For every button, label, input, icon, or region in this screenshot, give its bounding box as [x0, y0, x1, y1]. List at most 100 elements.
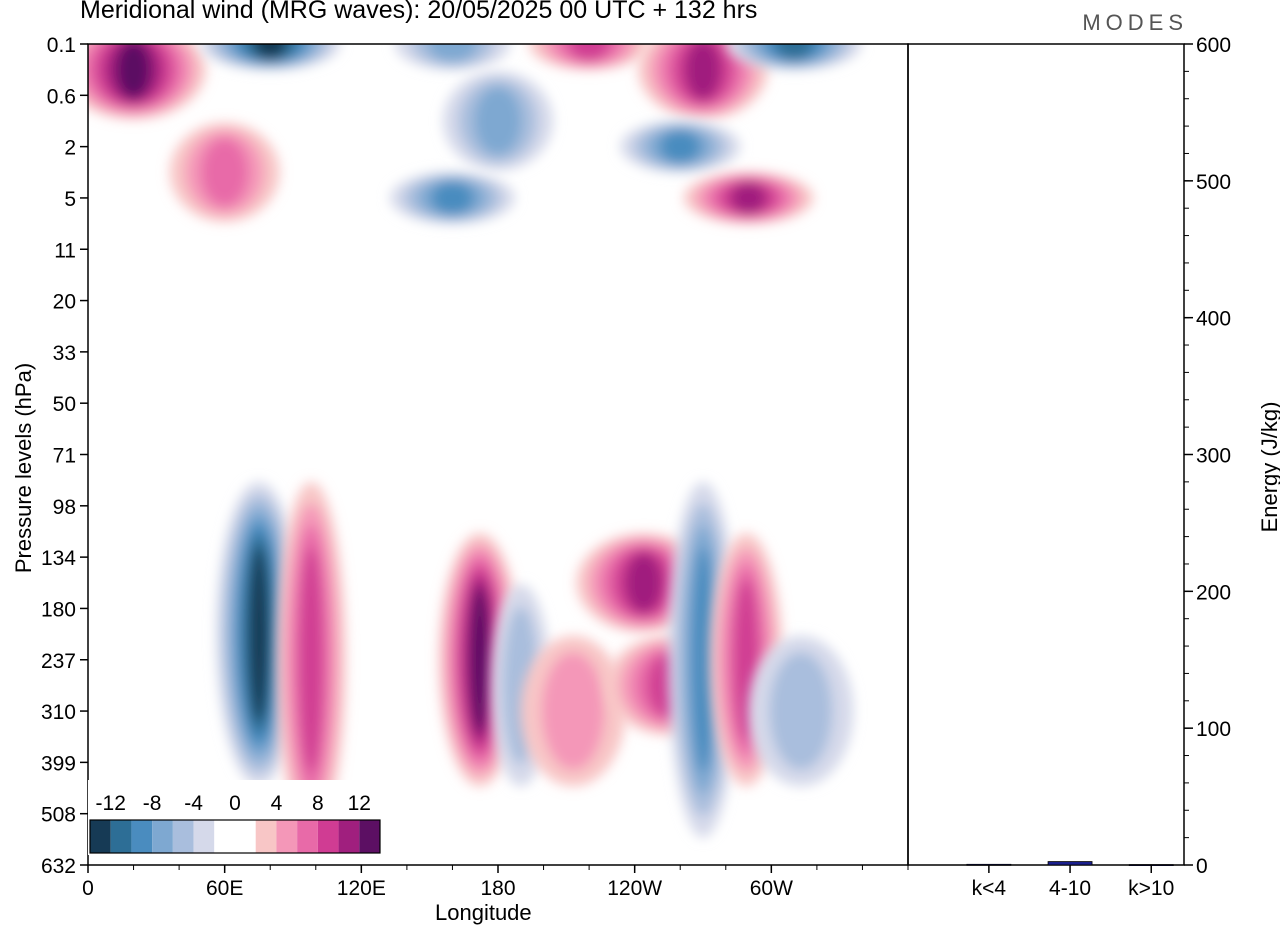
- contour-band: [691, 547, 715, 773]
- wind-anomaly: [734, 0, 854, 19]
- colorbar-swatch: [276, 820, 298, 853]
- contour-band: [431, 181, 474, 215]
- colorbar-swatch: [317, 820, 339, 853]
- colorbar-swatch: [131, 820, 153, 853]
- colorbar-swatch: [152, 820, 173, 853]
- y-tick-label: 0.6: [47, 85, 76, 108]
- y-tick-label: 2: [64, 137, 76, 160]
- y-tick-label: 5: [64, 188, 76, 211]
- y-tick-label: 508: [41, 804, 76, 827]
- energy-tick-label: 600: [1196, 34, 1231, 57]
- contour-band: [774, 0, 814, 9]
- contour-band: [747, 0, 840, 16]
- wind-anomaly: [726, 44, 862, 70]
- modes-logo: MODES: [1082, 10, 1188, 35]
- colorbar-label: 0: [229, 792, 241, 815]
- wind-anomaly: [389, 171, 515, 224]
- contour-band: [734, 0, 854, 19]
- contour-band: [427, 44, 478, 62]
- y-tick-label: 134: [41, 547, 76, 570]
- energy-tick-label: 0: [1196, 855, 1208, 878]
- y-tick-label: 310: [41, 701, 76, 724]
- colorbar-frame: [89, 819, 381, 854]
- wind-anomaly: [438, 533, 521, 787]
- y-tick-label: 237: [41, 650, 76, 673]
- contour-band: [775, 44, 813, 60]
- colorbar-swatch: [172, 820, 194, 853]
- energy-tick-label: 200: [1196, 581, 1231, 604]
- wind-anomaly: [200, 44, 341, 70]
- pressure-axis: 0.1 0.6 2 5 11 20 33 50 71 98 134 180 237 310 399 508 63…: [41, 34, 88, 878]
- y-tick-label: 50: [53, 393, 76, 416]
- energy-bars: k<4 4-10 k>10: [966, 861, 1174, 900]
- contour-band: [730, 182, 767, 214]
- y-tick-label: 20: [53, 291, 76, 314]
- wind-anomaly: [169, 122, 280, 222]
- colorbar-swatch: [255, 820, 277, 853]
- contour-band: [569, 44, 610, 61]
- colorbar-swatch: [338, 820, 360, 853]
- contour-band: [299, 547, 323, 773]
- wind-anomaly: [276, 481, 347, 838]
- colorbar-swatch: [214, 820, 235, 853]
- wind-anomaly: [520, 635, 626, 787]
- y-tick-label: 71: [53, 445, 76, 468]
- y-tick-label: 11: [54, 239, 76, 262]
- colorbar-swatch: [193, 820, 215, 853]
- longitude-axis: 0 60E 120E 180 120W 60W: [82, 865, 909, 900]
- energy-axis-label: Energy (J/kg): [1257, 401, 1280, 533]
- contour-band: [116, 44, 151, 99]
- colorbar-swatch: [90, 820, 111, 853]
- colorbar-swatch: [297, 820, 318, 853]
- y-tick-label: 33: [53, 342, 76, 365]
- x-tick-label: 120W: [607, 877, 662, 900]
- energy-category-label: k<4: [972, 877, 1007, 900]
- chart-title: Meridional wind (MRG waves): 20/05/2025 …: [80, 0, 758, 24]
- contour-band: [201, 138, 249, 207]
- energy-category-label: 4-10: [1049, 877, 1091, 900]
- colorbar-swatch: [235, 820, 256, 853]
- energy-category-label: k>10: [1128, 877, 1174, 900]
- contour-band: [470, 586, 490, 733]
- contour-band: [541, 652, 605, 770]
- wind-field: [88, 0, 862, 838]
- wind-anomaly: [443, 71, 553, 171]
- colorbar-label: 12: [348, 792, 371, 815]
- contour-band: [769, 652, 833, 770]
- wind-anomaly: [88, 44, 207, 120]
- x-tick-label: 180: [480, 877, 515, 900]
- colorbar-label: 8: [312, 792, 324, 815]
- y-tick-label: 632: [41, 855, 76, 878]
- colorbar-swatch: [359, 820, 380, 853]
- colorbar-label: 4: [271, 792, 283, 815]
- colorbar: -12 -8 -4 0 4 8 12: [88, 780, 384, 855]
- wind-anomaly: [620, 120, 741, 173]
- energy-tick-label: 400: [1196, 308, 1231, 331]
- contour-band: [625, 552, 663, 613]
- wind-anomaly: [638, 44, 768, 120]
- wind-anomaly: [683, 171, 814, 224]
- colorbar-label: -8: [143, 792, 162, 815]
- y-tick-label: 0.1: [47, 34, 76, 57]
- contour-band: [474, 86, 522, 156]
- colorbar-swatch: [110, 820, 132, 853]
- y-tick-label: 180: [41, 598, 76, 621]
- colorbar-label: -4: [184, 792, 203, 815]
- energy-bar: [1047, 861, 1093, 866]
- wind-anomaly: [529, 44, 650, 70]
- x-tick-label: 0: [82, 877, 94, 900]
- wind-anomaly: [394, 44, 510, 70]
- energy-axis: 0 100 200 300 400 500 600: [1184, 34, 1231, 878]
- y-tick-label: 399: [41, 752, 76, 775]
- colorbar-label: -12: [96, 792, 126, 815]
- wind-anomaly: [216, 481, 302, 787]
- energy-tick-label: 500: [1196, 171, 1231, 194]
- contour-band: [685, 44, 721, 100]
- contour-band: [248, 546, 269, 722]
- contour-band: [660, 130, 701, 164]
- contour-band: [761, 0, 828, 12]
- contour-band: [254, 44, 287, 59]
- energy-frame: [907, 43, 1185, 866]
- x-axis-label: Longitude: [435, 900, 532, 925]
